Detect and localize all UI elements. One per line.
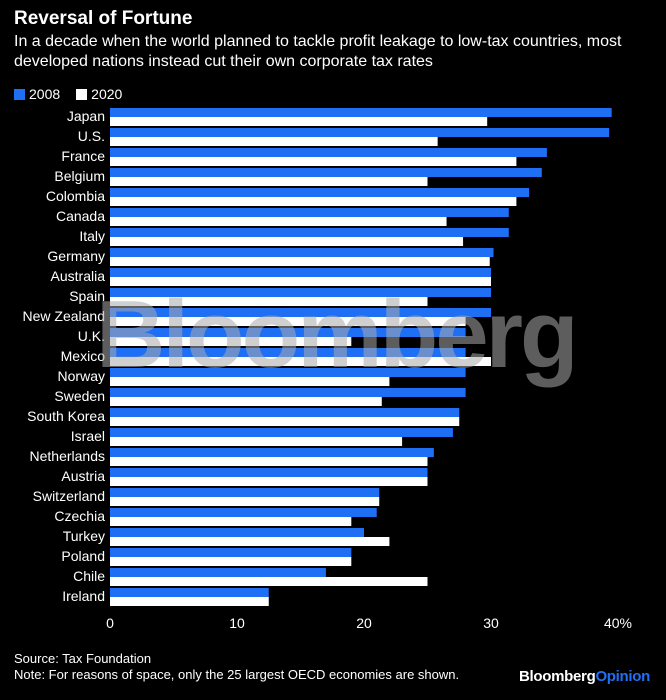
category-label: Belgium [54, 168, 105, 184]
category-label: Turkey [63, 528, 105, 544]
bar-2008-norway [110, 368, 466, 377]
category-label: Italy [79, 228, 105, 244]
bar-2020-switzerland [110, 497, 380, 506]
x-tick-label: 10 [229, 615, 245, 631]
bar-2008-u-s- [110, 128, 610, 137]
bar-2008-czechia [110, 508, 377, 517]
bar-2008-austria [110, 468, 428, 477]
bar-2020-norway [110, 377, 390, 386]
legend-label-2020: 2020 [91, 86, 123, 102]
bar-2008-netherlands [110, 448, 434, 457]
category-label: Mexico [61, 348, 106, 364]
source-note: Source: Tax Foundation Note: For reasons… [14, 651, 459, 683]
category-label: U.K. [78, 328, 105, 344]
bar-2020-ireland [110, 597, 269, 606]
bar-2008-colombia [110, 188, 530, 197]
chart-title: Reversal of Fortune [14, 8, 193, 29]
legend-swatch-2020 [76, 88, 88, 100]
category-label: New Zealand [23, 308, 106, 324]
category-label: Austria [61, 468, 105, 484]
bar-2020-germany [110, 257, 490, 266]
bar-2008-new-zealand [110, 308, 491, 317]
bar-2008-u-k- [110, 328, 466, 337]
source-text: Source: Tax Foundation [14, 651, 152, 666]
bar-2020-poland [110, 557, 352, 566]
bar-2008-australia [110, 268, 491, 277]
x-tick-label: 40% [604, 615, 632, 631]
brand-main: Bloomberg [518, 668, 596, 685]
bar-2020-netherlands [110, 457, 428, 466]
bar-2008-canada [110, 208, 509, 217]
legend: 2008 2020 [14, 86, 138, 102]
bar-2020-new-zealand [110, 317, 466, 326]
footnote-text: Note: For reasons of space, only the 25 … [14, 667, 460, 682]
bar-2008-turkey [110, 528, 364, 537]
bar-2008-italy [110, 228, 509, 237]
brand-sub: Opinion [595, 668, 650, 685]
bar-2008-belgium [110, 168, 542, 177]
bar-2020-italy [110, 237, 464, 246]
brand-logo: BloombergOpinion [519, 668, 650, 685]
category-label: Norway [58, 368, 105, 384]
bar-2020-israel [110, 437, 403, 446]
bar-2020-czechia [110, 517, 352, 526]
x-tick-label: 20 [356, 615, 372, 631]
bar-2020-austria [110, 477, 428, 486]
bar-2020-south-korea [110, 417, 460, 426]
bar-2020-japan [110, 117, 488, 126]
category-label: South Korea [27, 408, 105, 424]
category-label: Sweden [54, 388, 105, 404]
x-tick-label: 0 [106, 615, 114, 631]
x-tick-label: 30 [483, 615, 499, 631]
bar-2020-mexico [110, 357, 491, 366]
bar-2008-switzerland [110, 488, 380, 497]
bar-2008-germany [110, 248, 494, 257]
bar-2020-u-s- [110, 137, 438, 146]
bar-2008-poland [110, 548, 352, 557]
bar-2020-turkey [110, 537, 390, 546]
category-label: Netherlands [30, 448, 106, 464]
bar-2020-spain [110, 297, 428, 306]
bar-2020-chile [110, 577, 428, 586]
category-label: U.S. [78, 128, 105, 144]
bar-2020-australia [110, 277, 491, 286]
bar-2008-south-korea [110, 408, 460, 417]
category-label: Australia [51, 268, 106, 284]
bar-2008-france [110, 148, 547, 157]
bar-2008-mexico [110, 348, 466, 357]
bar-2008-sweden [110, 388, 466, 397]
category-label: Israel [71, 428, 105, 444]
bar-2020-colombia [110, 197, 517, 206]
legend-swatch-2008 [14, 88, 25, 100]
legend-item-2008: 2008 [14, 86, 60, 102]
category-label: Germany [47, 248, 105, 264]
category-label: Poland [61, 548, 105, 564]
category-label: France [61, 148, 105, 164]
bar-2020-france [110, 157, 517, 166]
bar-2008-israel [110, 428, 453, 437]
bar-2008-chile [110, 568, 326, 577]
bar-2020-belgium [110, 177, 428, 186]
bar-2020-canada [110, 217, 447, 226]
category-label: Chile [73, 568, 105, 584]
legend-item-2020: 2020 [76, 86, 122, 102]
category-label: Japan [67, 108, 105, 124]
legend-label-2008: 2008 [29, 86, 61, 102]
bar-2008-japan [110, 108, 612, 117]
category-label: Canada [56, 208, 105, 224]
bar-2020-sweden [110, 397, 382, 406]
bar-2008-ireland [110, 588, 269, 597]
chart-subtitle: In a decade when the world planned to ta… [14, 33, 622, 70]
category-label: Colombia [46, 188, 105, 204]
category-label: Spain [69, 288, 105, 304]
category-label: Ireland [62, 588, 105, 604]
category-label: Switzerland [33, 488, 105, 504]
category-label: Czechia [54, 508, 105, 524]
bar-2008-spain [110, 288, 491, 297]
bar-2020-u-k- [110, 337, 352, 346]
